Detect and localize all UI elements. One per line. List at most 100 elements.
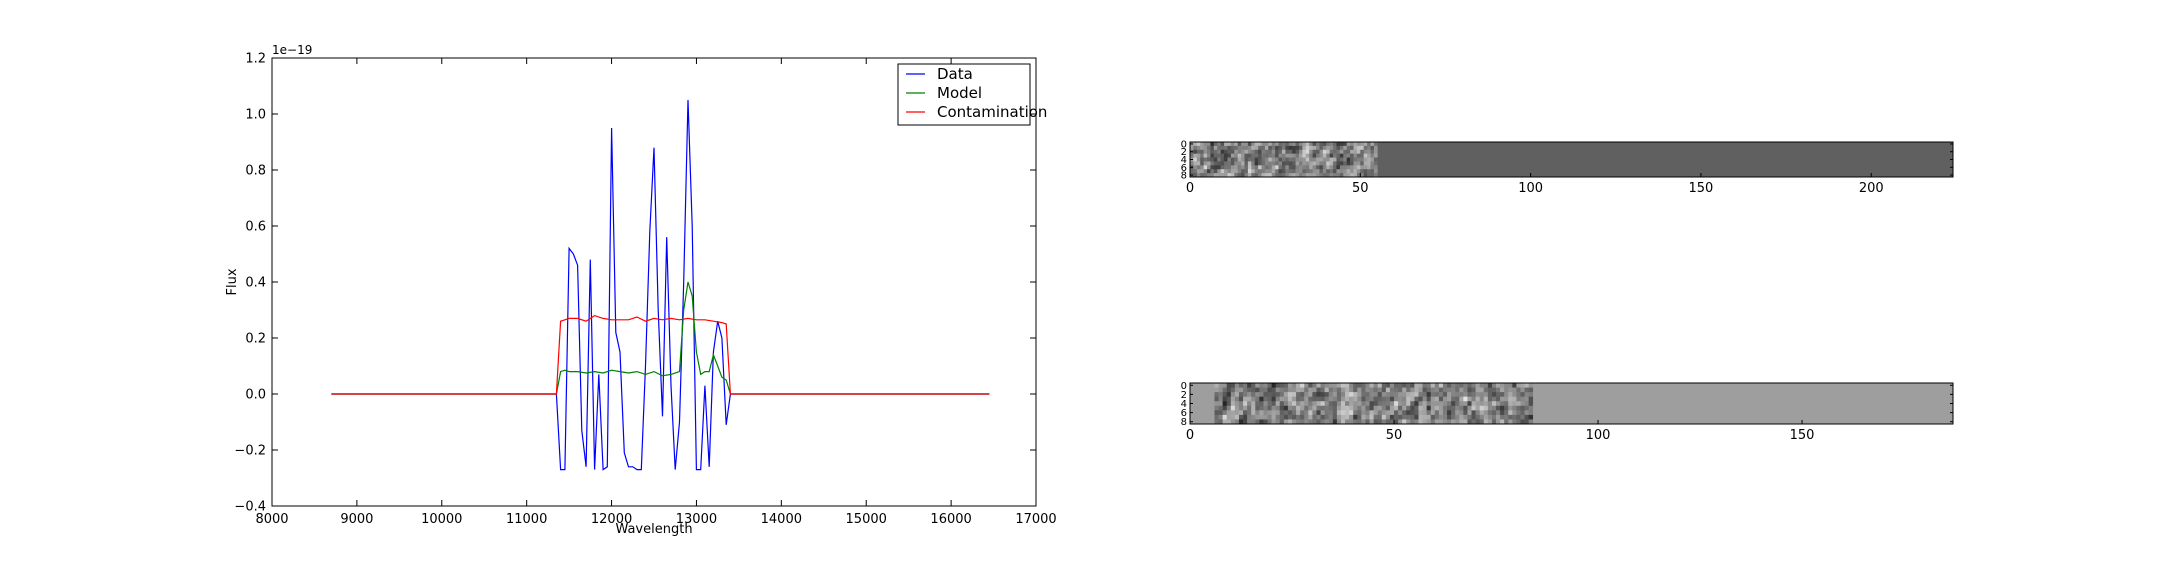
image-pixel: [1196, 165, 1201, 170]
image-pixel: [1259, 410, 1264, 416]
image-pixel: [1442, 392, 1448, 397]
image-pixel: [1512, 405, 1517, 411]
image-pixel: [1203, 161, 1208, 166]
image-pixel: [1258, 161, 1262, 166]
image-pixel: [1528, 383, 1534, 388]
image-pixel: [1373, 165, 1378, 170]
image-pixel: [1333, 145, 1337, 151]
image-pixel: [1520, 392, 1525, 397]
image-pixel: [1508, 405, 1513, 411]
image-pixel: [1328, 405, 1334, 411]
image-pixel: [1328, 410, 1334, 416]
image-pixel: [1426, 401, 1432, 407]
image-pixel: [1222, 392, 1228, 397]
image-pixel: [1373, 396, 1378, 402]
image-pixel: [1238, 392, 1244, 397]
x-tick-label: 16000: [930, 512, 971, 527]
image-pixel: [1296, 387, 1301, 393]
image-pixel: [1305, 161, 1310, 166]
image-pixel: [1402, 419, 1407, 425]
image-pixel: [1322, 149, 1327, 154]
image-pixel: [1230, 383, 1236, 388]
image-pixel: [1238, 396, 1244, 402]
image-pixel: [1226, 410, 1232, 416]
image-pixel: [1508, 410, 1513, 416]
image-pixel: [1251, 153, 1256, 158]
image-pixel: [1259, 392, 1264, 397]
image-pixel: [1520, 410, 1525, 416]
image-pixel: [1267, 383, 1272, 388]
image-pixel: [1381, 387, 1387, 393]
y-tick-label: 1.0: [245, 108, 266, 123]
image-pixel: [1296, 410, 1301, 416]
image-pixel: [1467, 410, 1472, 416]
y-tick-label: 2: [1181, 390, 1187, 401]
image-pixel: [1385, 383, 1391, 388]
image-pixel: [1455, 419, 1460, 425]
image-pixel: [1259, 383, 1264, 388]
image-pixel: [1512, 419, 1517, 425]
image-pixel: [1218, 383, 1223, 388]
image-pixel: [1214, 401, 1219, 407]
image-pixel: [1271, 161, 1276, 166]
image-pixel: [1516, 414, 1521, 420]
image-pixel: [1295, 145, 1300, 151]
image-pixel: [1459, 392, 1464, 397]
image-pixel: [1196, 173, 1201, 178]
image-pixel: [1320, 383, 1325, 388]
image-pixel: [1251, 410, 1256, 416]
image-pixel: [1451, 401, 1456, 407]
image-pixel: [1479, 392, 1485, 397]
image-pixel: [1426, 414, 1432, 420]
image-pixel: [1237, 169, 1242, 174]
image-pixel: [1430, 419, 1436, 425]
image-pixel: [1308, 410, 1313, 416]
image-pixel: [1349, 405, 1354, 411]
image-pixel: [1271, 383, 1276, 388]
image-pixel: [1271, 401, 1276, 407]
image-pixel: [1196, 157, 1201, 162]
image-pixel: [1230, 161, 1235, 166]
image-pixel: [1471, 410, 1476, 416]
image-pixel: [1326, 145, 1330, 151]
image-pixel: [1365, 405, 1370, 411]
image-pixel: [1203, 153, 1208, 158]
image-pixel: [1369, 410, 1374, 416]
image-pixel: [1285, 157, 1290, 162]
image-pixel: [1279, 414, 1285, 420]
image-pixel: [1447, 383, 1452, 388]
image-pixel: [1316, 142, 1320, 147]
image-pixel: [1244, 149, 1249, 154]
image-pixel: [1278, 173, 1283, 178]
image-pixel: [1370, 149, 1375, 154]
image-pixel: [1336, 396, 1342, 402]
image-pixel: [1312, 173, 1317, 178]
image-pixel: [1402, 405, 1407, 411]
image-pixel: [1447, 405, 1452, 411]
image-pixel: [1287, 392, 1293, 397]
image-pixel: [1349, 383, 1354, 388]
image-pixel: [1234, 401, 1240, 407]
image-pixel: [1508, 396, 1513, 402]
image-pixel: [1434, 405, 1440, 411]
image-pixel: [1268, 169, 1273, 174]
image-pixel: [1299, 142, 1303, 147]
image-pixel: [1254, 145, 1259, 151]
image-pixel: [1190, 169, 1194, 174]
image-pixel: [1263, 396, 1268, 402]
image-pixel: [1263, 419, 1268, 425]
image-pixel: [1483, 396, 1489, 402]
image-pixel: [1319, 149, 1324, 154]
image-pixel: [1261, 142, 1266, 147]
image-pixel: [1267, 410, 1272, 416]
image-pixel: [1326, 157, 1330, 162]
image-pixel: [1254, 142, 1259, 147]
image-pixel: [1394, 387, 1399, 393]
image-pixel: [1349, 410, 1354, 416]
image-pixel: [1230, 419, 1236, 425]
image-pixel: [1373, 157, 1378, 162]
image-pixel: [1304, 392, 1309, 397]
image-pixel: [1357, 383, 1362, 388]
image-pixel: [1422, 383, 1427, 388]
image-pixel: [1365, 401, 1370, 407]
